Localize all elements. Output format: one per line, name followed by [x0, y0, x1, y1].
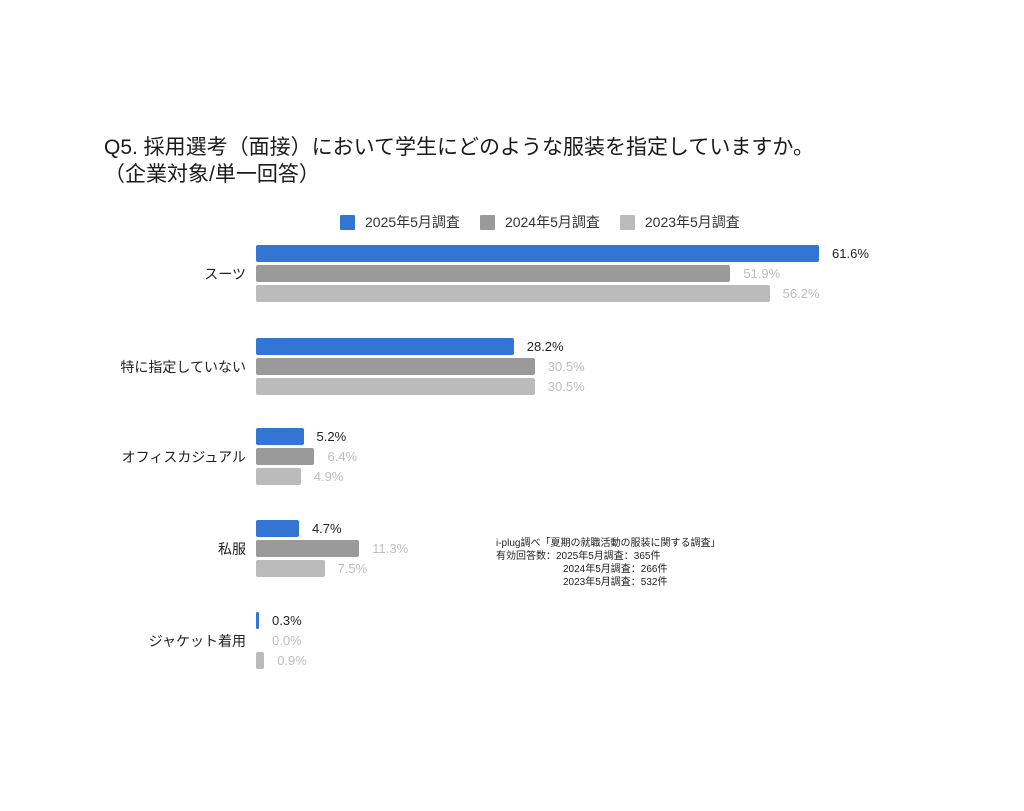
legend-item-2024: 2024年5月調査 [479, 212, 600, 232]
value-label: 28.2% [526, 339, 564, 354]
chart-title-line1: Q5. 採用選考（面接）において学生にどのような服装を指定していますか。 [104, 136, 814, 159]
bar-row: 6.4% [256, 448, 357, 465]
value-label: 11.3% [372, 541, 409, 556]
value-label: 30.5% [547, 379, 585, 394]
bar-row: 0.0% [256, 632, 302, 649]
value-label: 4.7% [311, 521, 342, 536]
bar-row: 5.2% [256, 428, 346, 445]
legend-label-2025: 2025年5月調査 [365, 214, 460, 230]
value-label: 0.3% [272, 613, 302, 628]
bar [256, 540, 360, 557]
source-note-line4: 2023年5月調査：532件 [563, 577, 668, 588]
chart-title-line2: （企業対象/単一回答） [104, 163, 320, 186]
legend-label-2024: 2024年5月調査 [504, 214, 600, 230]
value-label: 51.9% [743, 266, 781, 281]
value-label: 56.2% [782, 286, 820, 301]
bar-row: 56.2% [256, 285, 820, 302]
value-label: 0.0% [272, 633, 302, 648]
bar-group: スーツ 61.6% 51.9% 56.2% [0, 245, 1024, 305]
bar-group: オフィスカジュアル 5.2% 6.4% 4.9% [0, 428, 1024, 488]
bar-row: 30.5% [256, 378, 585, 395]
category-label: 特に指定していない [120, 359, 246, 375]
bar [256, 245, 820, 262]
bar [256, 265, 731, 282]
value-label: 61.6% [832, 246, 869, 261]
bar [256, 358, 535, 375]
category-label: オフィスカジュアル [121, 449, 246, 465]
bar-row: 30.5% [256, 358, 585, 375]
bar-row: 4.7% [256, 520, 342, 537]
bar-row: 4.9% [256, 468, 343, 485]
legend-swatch-2025 [340, 214, 355, 230]
bar [256, 285, 770, 302]
bar-row: 51.9% [256, 265, 780, 282]
bar [256, 378, 535, 395]
bar [256, 448, 315, 465]
value-label: 5.2% [316, 429, 347, 444]
value-label: 7.5% [337, 561, 368, 576]
category-label: ジャケット着用 [148, 633, 246, 649]
source-note-line2: 有効回答数：2025年5月調査：365件 [496, 551, 661, 562]
bar-row: 61.6% [256, 245, 869, 262]
bar [256, 468, 301, 485]
bar [256, 652, 265, 669]
bar [256, 560, 325, 577]
value-label: 30.5% [547, 359, 585, 374]
bar [256, 612, 259, 629]
legend-item-2023: 2023年5月調査 [619, 212, 740, 232]
category-label: 私服 [218, 541, 246, 557]
source-note-line1: i-plug調べ「夏期の就職活動の服装に関する調査」 [496, 538, 721, 549]
source-note-line3: 2024年5月調査：266件 [563, 564, 668, 575]
source-note: i-plug調べ「夏期の就職活動の服装に関する調査」 有効回答数：2025年5月調… [496, 537, 720, 589]
value-label: 0.9% [277, 653, 307, 668]
legend: 2025年5月調査 2024年5月調査 2023年5月調査 [340, 212, 740, 232]
bar-group: 特に指定していない 28.2% 30.5% 30.5% [0, 338, 1024, 398]
legend-label-2023: 2023年5月調査 [644, 214, 740, 230]
bar-row: 0.9% [256, 652, 307, 669]
bar-group: ジャケット着用 0.3% 0.0% 0.9% [0, 612, 1024, 672]
chart-title: Q5. 採用選考（面接）において学生にどのような服装を指定していますか。 （企業… [104, 134, 814, 188]
bar-row: 11.3% [256, 540, 408, 557]
bar-group: 私服 4.7% 11.3% 7.5% [0, 520, 1024, 580]
bar-row: 28.2% [256, 338, 564, 355]
bar [256, 520, 299, 537]
bar-row: 0.3% [256, 612, 302, 629]
bar [256, 338, 514, 355]
value-label: 6.4% [327, 449, 358, 464]
value-label: 4.9% [313, 469, 344, 484]
bar-row: 7.5% [256, 560, 367, 577]
category-label: スーツ [204, 266, 246, 282]
legend-swatch-2023 [619, 214, 635, 230]
legend-item-2025: 2025年5月調査 [340, 212, 460, 232]
bar [256, 428, 304, 445]
legend-swatch-2024 [479, 214, 495, 230]
